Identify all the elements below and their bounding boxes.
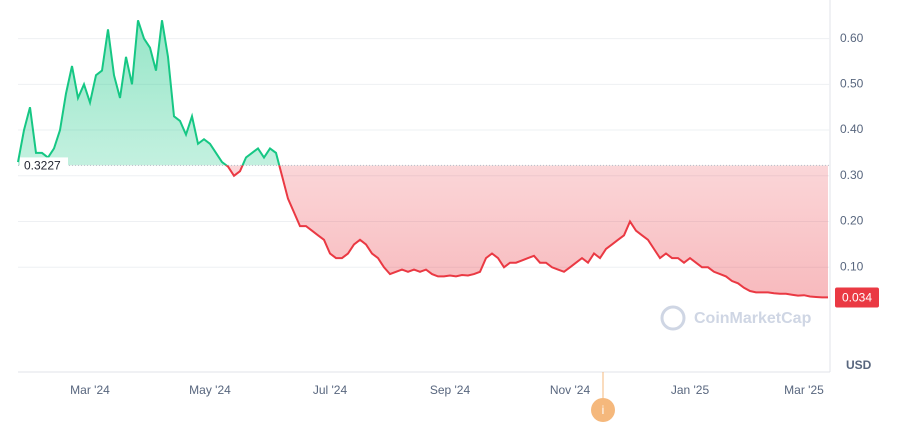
watermark-text: CoinMarketCap — [694, 310, 812, 327]
watermark: CoinMarketCap — [660, 305, 812, 331]
watermark-logo — [660, 305, 686, 331]
y-tick-label: 0.10 — [840, 259, 864, 273]
y-tick-label: 0.60 — [840, 31, 864, 45]
currency-label: USD — [846, 358, 872, 372]
y-tick-label: 0.50 — [840, 76, 864, 90]
x-tick-label: Jan '25 — [671, 383, 710, 397]
price-line-down — [224, 165, 828, 299]
price-tag — [835, 287, 879, 308]
area-up — [18, 20, 828, 166]
baseline-label: 0.3227 — [24, 159, 61, 173]
x-tick-label: Sep '24 — [430, 383, 471, 397]
price-line-up — [17, 19, 281, 166]
y-tick-label: 0.30 — [840, 168, 864, 182]
x-tick-label: Jul '24 — [313, 383, 348, 397]
area-down — [226, 165, 828, 298]
info-glyph[interactable]: i — [602, 403, 605, 417]
y-tick-label: 0.20 — [840, 214, 864, 228]
baseline-label-bg — [20, 157, 68, 174]
x-tick-label: May '24 — [189, 383, 231, 397]
info-marker[interactable] — [591, 398, 615, 422]
price-tag-label: 0.034 — [842, 291, 872, 305]
x-tick-label: Mar '24 — [70, 383, 110, 397]
y-tick-label: 0.40 — [840, 122, 864, 136]
x-tick-label: Mar '25 — [784, 383, 824, 397]
x-tick-label: Nov '24 — [550, 383, 591, 397]
